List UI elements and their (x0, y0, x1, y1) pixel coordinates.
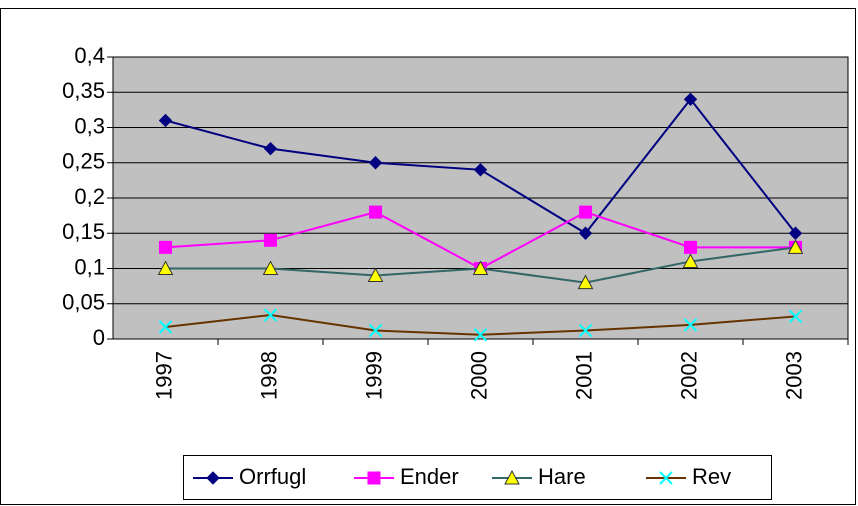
marker (473, 328, 488, 342)
legend-marker (367, 471, 381, 485)
marker (263, 141, 278, 156)
marker (787, 239, 804, 254)
y-tick-label: 0,35 (62, 78, 105, 103)
marker (157, 260, 174, 275)
legend-marker (206, 471, 220, 485)
y-tick-label: 0,2 (74, 184, 105, 209)
marker (262, 260, 279, 275)
marker (683, 318, 698, 332)
marker (158, 320, 173, 334)
marker (578, 323, 593, 338)
marker (367, 267, 384, 283)
marker (263, 308, 278, 322)
legend-marker (504, 469, 520, 485)
y-tick-label: 0 (93, 325, 105, 350)
x-tick-label: 1997 (151, 351, 176, 400)
x-tick-label: 2003 (781, 351, 806, 400)
y-tick-label: 0,25 (62, 149, 105, 174)
marker (683, 92, 698, 107)
marker (472, 260, 489, 275)
x-tick-label: 2000 (466, 351, 491, 400)
y-tick-label: 0,1 (74, 254, 105, 279)
marker (473, 163, 488, 177)
marker (159, 240, 172, 254)
x-tick-label: 1999 (361, 351, 386, 400)
marker (682, 253, 699, 268)
y-tick-label: 0,15 (62, 219, 105, 244)
x-tick-label: 2002 (676, 351, 701, 400)
marker (788, 226, 803, 240)
x-tick-label: 1998 (256, 351, 281, 400)
marker (158, 113, 173, 128)
y-tick-label: 0,05 (62, 290, 105, 315)
legend-label: Ender (400, 464, 459, 489)
marker (578, 226, 593, 240)
marker (264, 233, 277, 247)
marker (368, 323, 383, 338)
legend-marker (659, 471, 673, 485)
legend-label: Orrfugl (239, 464, 306, 489)
y-tick-label: 0,4 (74, 43, 105, 68)
marker (368, 156, 383, 170)
marker (577, 274, 594, 290)
legend-label: Rev (692, 464, 731, 489)
x-tick-label: 2001 (571, 351, 596, 400)
legend-label: Hare (538, 464, 586, 489)
marker (369, 205, 382, 219)
marker (788, 309, 803, 324)
marker (684, 240, 697, 254)
y-tick-label: 0,3 (74, 113, 105, 138)
marker (579, 205, 592, 219)
